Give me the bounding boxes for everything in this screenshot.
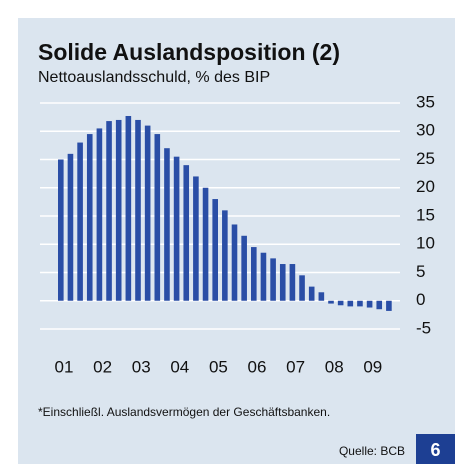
bar — [386, 300, 392, 311]
bar — [328, 300, 334, 304]
bar — [366, 300, 373, 308]
bar — [337, 300, 344, 306]
source: Quelle: BCB — [339, 444, 405, 458]
bar — [289, 264, 296, 301]
bar — [251, 247, 257, 301]
x-tick-label: 07 — [286, 357, 305, 376]
bar — [96, 128, 103, 301]
bar — [376, 300, 383, 310]
bar — [241, 235, 247, 301]
bar — [106, 121, 112, 301]
x-tick-label: 05 — [209, 357, 228, 376]
y-tick-label: 20 — [416, 177, 435, 196]
y-tick-label: 30 — [416, 121, 435, 140]
x-tick-label: 06 — [248, 357, 267, 376]
bar — [86, 134, 93, 301]
bar — [67, 153, 74, 301]
y-tick-label: 25 — [416, 149, 435, 168]
x-tick-label: 02 — [93, 357, 112, 376]
bar — [279, 264, 286, 301]
bar — [125, 115, 132, 301]
bar — [164, 148, 170, 301]
bar — [231, 224, 238, 301]
bar — [154, 134, 161, 301]
footnote: *Einschließl. Auslandsvermögen der Gesch… — [38, 405, 330, 419]
bar — [357, 300, 363, 307]
chart-title: Solide Auslandsposition (2) — [38, 39, 340, 65]
y-tick-label: -5 — [416, 318, 431, 337]
y-tick-label: 0 — [416, 290, 425, 309]
bar — [144, 125, 151, 301]
bar — [260, 252, 267, 301]
bar — [135, 119, 141, 301]
x-tick-label: 09 — [363, 357, 382, 376]
bar — [318, 292, 325, 301]
x-tick-label: 01 — [55, 357, 74, 376]
bar — [212, 199, 218, 301]
bar — [58, 159, 64, 301]
y-tick-label: 5 — [416, 262, 425, 281]
bar — [115, 119, 122, 301]
x-tick-label: 08 — [325, 357, 344, 376]
bar — [173, 156, 180, 301]
bar — [347, 300, 354, 307]
y-tick-label: 35 — [416, 92, 435, 111]
bar — [299, 275, 305, 301]
bar — [270, 258, 276, 301]
bar — [222, 210, 228, 301]
x-tick-label: 03 — [132, 357, 151, 376]
page-number-box — [416, 434, 455, 464]
x-tick-label: 04 — [170, 357, 189, 376]
bar — [308, 286, 315, 301]
chart-subtitle: Nettoauslandsschuld, % des BIP — [38, 69, 270, 86]
bar — [183, 165, 190, 301]
bar — [202, 187, 209, 301]
bar — [193, 176, 199, 301]
y-tick-label: 15 — [416, 205, 435, 224]
y-tick-label: 10 — [416, 234, 435, 253]
page-number: 6 — [430, 440, 440, 460]
bar — [77, 142, 83, 301]
